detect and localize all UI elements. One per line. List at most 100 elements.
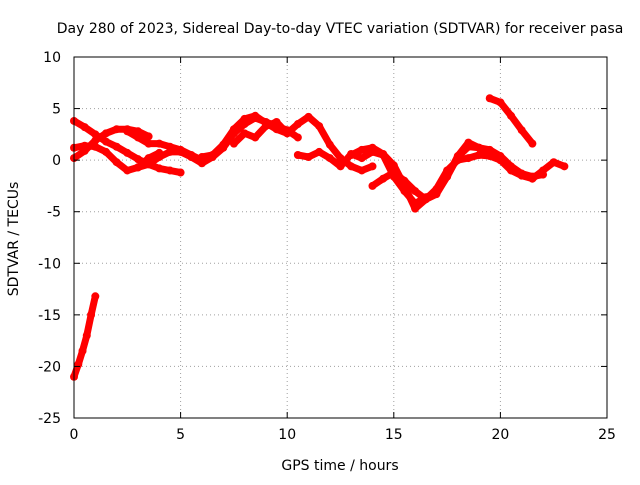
data-point [272,117,281,126]
data-point [475,143,484,152]
plot-frame [73,56,608,419]
x-tick-label: 5 [176,427,185,443]
data-point [357,154,366,163]
x-tick-label: 10 [278,427,296,443]
data-point [123,127,132,136]
axis-ticks: 0 5 10 15 20 25 -25 -20 -15 -10 -5 0 5 10 [38,50,616,443]
data-point [411,204,420,213]
y-axis-title: SDTVAR / TECUs [6,182,22,297]
data-point [155,164,164,173]
data-point [74,360,83,369]
x-tick-label: 0 [70,427,79,443]
data-point [453,152,462,161]
data-point [197,159,206,168]
data-point [528,174,537,183]
data-point [101,129,110,138]
data-point [155,139,164,148]
y-tick-label: -20 [38,359,61,375]
data-point [176,147,185,156]
data-point [304,112,313,121]
data-point [91,292,100,301]
data-point [315,147,324,156]
data-point [144,139,153,148]
data-point [496,156,505,165]
data-point [539,166,548,175]
data-point [336,162,345,171]
data-point [517,171,526,180]
series-arc-11 [368,138,516,204]
data-point [123,166,132,175]
data-point [560,162,569,171]
data-point [80,123,89,132]
data-point [261,122,270,131]
data-point [251,111,260,120]
data-point [101,137,110,146]
data-point [315,122,324,131]
data-point [240,129,249,138]
y-tick-label: -5 [47,205,61,221]
data-point [485,149,494,158]
data-point [80,141,89,150]
data-point [549,158,558,167]
data-point [144,132,153,141]
data-point [123,148,132,157]
series-line [486,94,536,148]
y-tick-label: -25 [38,411,61,427]
data-point [87,310,96,319]
data-point [165,166,174,175]
data-point [283,129,292,138]
data-point [251,133,260,142]
x-tick-label: 20 [491,427,509,443]
data-point [496,98,505,107]
grid [74,57,607,418]
series-layer [70,94,569,381]
data-point [293,150,302,159]
data-point [133,133,142,142]
data-point [517,126,526,135]
data-point [432,190,441,199]
y-tick-label: 10 [43,50,61,66]
data-point [464,138,473,147]
data-point [112,142,121,151]
data-point [368,181,377,190]
data-point [293,133,302,142]
data-point [155,153,164,162]
data-point [400,176,409,185]
x-axis-title: GPS time / hours [281,458,398,474]
y-tick-label: -10 [38,256,61,272]
data-point [304,153,313,162]
data-point [347,150,356,159]
y-tick-label: 0 [52,153,61,169]
data-point [82,331,91,340]
y-tick-label: 5 [52,102,61,118]
data-point [229,125,238,134]
chart-title: Day 280 of 2023, Sidereal Day-to-day VTE… [57,21,624,37]
data-point [368,143,377,152]
data-point [240,114,249,123]
data-point [91,136,100,145]
series-arc-8 [229,117,292,148]
data-point [507,163,516,172]
data-point [208,150,217,159]
x-tick-label: 25 [598,427,616,443]
data-point [507,111,516,120]
data-point [229,139,238,148]
data-point [357,166,366,175]
data-point [379,149,388,158]
data-point [411,187,420,196]
data-point [112,158,121,167]
data-point [464,154,473,163]
data-point [197,153,206,162]
data-point [165,147,174,156]
data-point [144,160,153,169]
series-arc-12 [485,94,537,148]
data-point [187,153,196,162]
data-point [389,161,398,170]
data-point [293,120,302,129]
data-point [443,172,452,181]
data-point [176,168,185,177]
data-point [347,162,356,171]
data-point [421,195,430,204]
data-point [325,154,334,163]
